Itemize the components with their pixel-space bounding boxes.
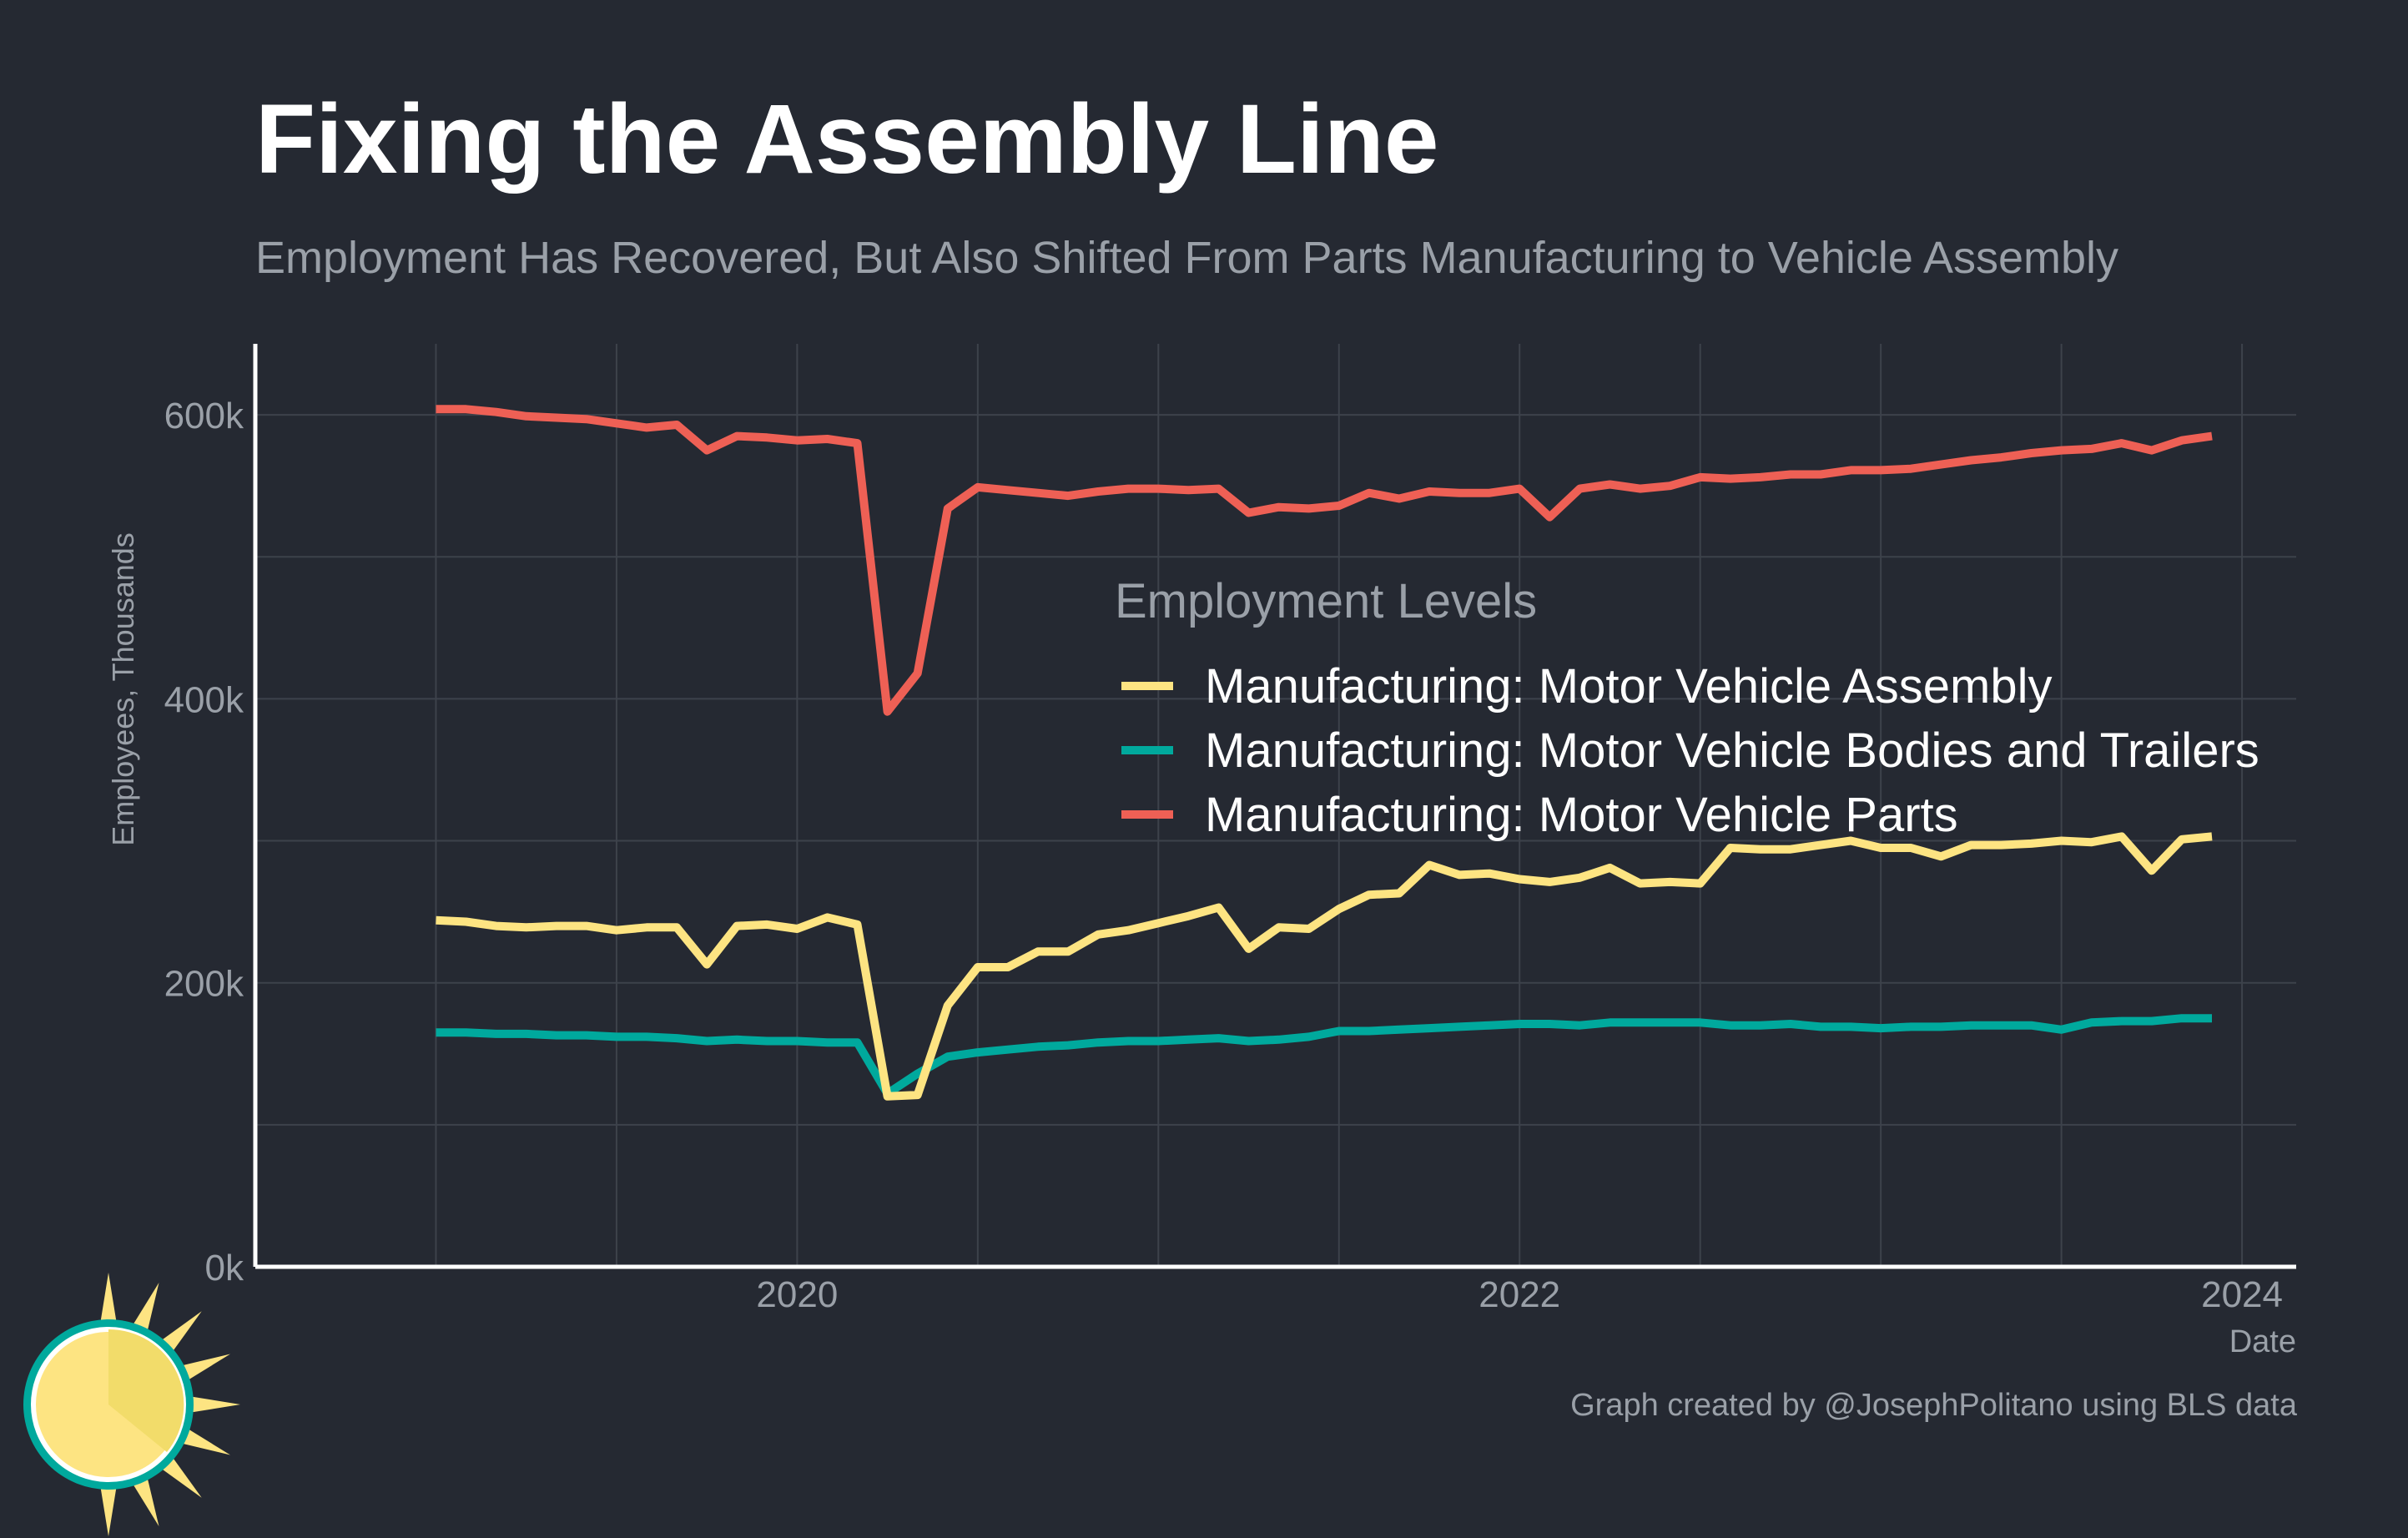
legend-label: Manufacturing: Motor Vehicle Bodies and … (1205, 724, 2259, 778)
x-tick-label: 2024 (2201, 1274, 2283, 1315)
chart-title: Fixing the Assembly Line (255, 84, 1439, 194)
gridlines (255, 344, 2296, 1267)
tick-labels: 0k 200k 400k 600k 2020 2022 2024 (164, 396, 2283, 1315)
legend: Employment Levels Manufacturing: Motor V… (1115, 574, 2259, 842)
sun-ray (98, 1273, 118, 1332)
legend-label: Manufacturing: Motor Vehicle Parts (1205, 788, 1958, 842)
sun-logo-icon (23, 1273, 240, 1536)
legend-label: Manufacturing: Motor Vehicle Assembly (1205, 659, 2052, 714)
y-tick-label: 0k (205, 1248, 244, 1288)
sun-ray (98, 1477, 118, 1536)
y-tick-label: 200k (164, 964, 244, 1005)
series-line (436, 832, 2213, 1101)
y-axis-label: Employees, Thousands (106, 532, 140, 846)
axes (253, 344, 2296, 1269)
x-tick-label: 2020 (756, 1274, 838, 1315)
sun-ray (181, 1394, 240, 1414)
source-caption: Graph created by @JosephPolitano using B… (1570, 1388, 2297, 1423)
legend-title: Employment Levels (1115, 574, 1537, 628)
y-tick-label: 600k (164, 396, 244, 436)
series-line (436, 405, 2213, 716)
series-line (436, 1014, 2212, 1098)
series-lines (436, 405, 2213, 1101)
x-tick-label: 2022 (1479, 1274, 1560, 1315)
chart-subtitle: Employment Has Recovered, But Also Shift… (255, 233, 2119, 283)
x-axis-label: Date (2229, 1324, 2296, 1359)
y-tick-label: 400k (164, 679, 244, 720)
